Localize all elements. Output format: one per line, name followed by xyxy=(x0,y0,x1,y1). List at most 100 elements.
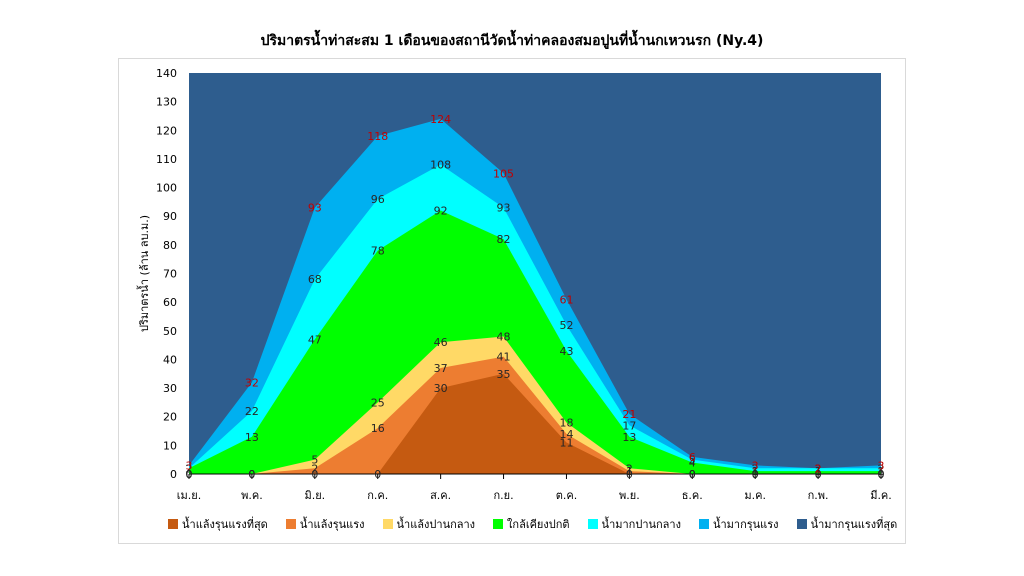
data-label: 52 xyxy=(559,319,573,332)
x-tick-label: มิ.ย. xyxy=(304,489,325,502)
data-label: 17 xyxy=(622,419,636,432)
data-label: 4 xyxy=(689,457,696,470)
data-label: 1 xyxy=(815,465,822,478)
y-tick-label: 130 xyxy=(156,96,177,109)
legend-item: ใกล้เคียงปกติ xyxy=(493,515,570,533)
data-label: 0 xyxy=(248,468,255,481)
x-tick-label: พ.ย. xyxy=(619,489,640,502)
data-label: 47 xyxy=(308,333,322,346)
data-label: 14 xyxy=(559,428,573,441)
data-label: 0 xyxy=(311,468,318,481)
legend-label: ใกล้เคียงปกติ xyxy=(507,518,570,531)
y-tick-label: 60 xyxy=(163,296,177,309)
data-label: 2 xyxy=(878,462,885,475)
data-label: 48 xyxy=(497,331,511,344)
data-label: 0 xyxy=(689,468,696,481)
x-tick-label: ต.ค. xyxy=(556,489,578,502)
x-tick-label: ธ.ค. xyxy=(682,489,703,502)
x-tick-label: ก.พ. xyxy=(808,489,829,502)
legend-swatch xyxy=(382,519,393,529)
data-label: 0 xyxy=(878,468,885,481)
data-label: 22 xyxy=(245,405,259,418)
data-label: 0 xyxy=(689,468,696,481)
x-tick-label: มี.ค. xyxy=(870,489,892,502)
data-label: 2 xyxy=(186,462,193,475)
data-label: 13 xyxy=(245,431,259,444)
data-label: 0 xyxy=(374,468,381,481)
data-label: 68 xyxy=(308,273,322,286)
data-label: 32 xyxy=(245,376,259,389)
y-tick-label: 120 xyxy=(156,124,177,137)
data-label: 2 xyxy=(311,462,318,475)
data-label: 82 xyxy=(497,233,511,246)
data-label: 3 xyxy=(752,459,759,472)
data-label: 25 xyxy=(371,396,385,409)
area-series-1 xyxy=(189,373,881,474)
data-label: 0 xyxy=(878,468,885,481)
data-label: 0 xyxy=(752,468,759,481)
legend-swatch xyxy=(285,519,296,529)
data-label: 11 xyxy=(559,436,573,449)
y-tick-label: 30 xyxy=(163,382,177,395)
data-label: 0 xyxy=(626,468,633,481)
x-tick-label: ส.ค. xyxy=(430,489,451,502)
legend-label: น้ำแล้งรุนแรงที่สุด xyxy=(182,518,268,531)
y-tick-label: 20 xyxy=(163,411,177,424)
data-label: 0 xyxy=(815,468,822,481)
x-tick-label: ก.ย. xyxy=(493,489,513,502)
data-label: 105 xyxy=(493,167,514,180)
y-tick-label: 110 xyxy=(156,153,177,166)
data-label: 5 xyxy=(311,454,318,467)
data-label: 21 xyxy=(622,408,636,421)
data-label: 0 xyxy=(878,468,885,481)
data-label: 0 xyxy=(689,468,696,481)
data-label: 2 xyxy=(626,462,633,475)
legend-item: น้ำมากรุนแรงที่สุด xyxy=(796,515,898,533)
data-label: 96 xyxy=(371,193,385,206)
y-tick-label: 40 xyxy=(163,353,177,366)
y-axis-label: ปริมาตรน้ำ (ล้าน ลบ.ม.) xyxy=(136,215,151,332)
data-label: 2 xyxy=(186,462,193,475)
data-label: 93 xyxy=(497,202,511,215)
data-label: 0 xyxy=(815,468,822,481)
x-tick-label: ม.ค. xyxy=(744,489,766,502)
legend-item: น้ำแล้งปานกลาง xyxy=(382,515,475,533)
y-tick-label: 70 xyxy=(163,268,177,281)
data-label: 0 xyxy=(186,468,193,481)
legend-item: น้ำแล้งรุนแรงที่สุด xyxy=(168,515,268,533)
legend-label: น้ำมากรุนแรงที่สุด xyxy=(810,518,898,531)
data-label: 1 xyxy=(752,465,759,478)
data-label: 0 xyxy=(248,468,255,481)
data-label: 43 xyxy=(559,345,573,358)
legend-swatch xyxy=(493,519,504,529)
data-label: 35 xyxy=(497,368,511,381)
data-label: 5 xyxy=(689,454,696,467)
legend-label: น้ำมากรุนแรง xyxy=(712,518,779,531)
data-label: 1 xyxy=(626,465,633,478)
data-label: 0 xyxy=(186,468,193,481)
legend-item: น้ำแล้งรุนแรง xyxy=(285,515,365,533)
legend-swatch xyxy=(168,519,178,529)
data-label: 92 xyxy=(434,204,448,217)
y-tick-label: 0 xyxy=(170,468,177,481)
data-label: 1 xyxy=(878,465,885,478)
data-label: 124 xyxy=(430,113,451,126)
data-label: 108 xyxy=(430,159,451,172)
legend-swatch xyxy=(796,519,807,529)
data-label: 46 xyxy=(434,336,448,349)
data-label: 2 xyxy=(815,462,822,475)
data-label: 78 xyxy=(371,245,385,258)
chart-legend: น้ำแล้งรุนแรงที่สุด น้ำแล้งรุนแรง น้ำแล้งป… xyxy=(168,515,897,533)
data-label: 61 xyxy=(559,293,573,306)
y-tick-label: 100 xyxy=(156,182,177,195)
data-label: 93 xyxy=(308,202,322,215)
legend-item: น้ำมากปานกลาง xyxy=(587,515,681,533)
y-tick-label: 90 xyxy=(163,210,177,223)
x-tick-label: พ.ค. xyxy=(241,489,263,502)
data-label: 37 xyxy=(434,362,448,375)
x-tick-label: ก.ค. xyxy=(367,489,388,502)
data-label: 3 xyxy=(878,459,885,472)
data-label: 6 xyxy=(689,451,696,464)
data-label: 118 xyxy=(367,130,388,143)
